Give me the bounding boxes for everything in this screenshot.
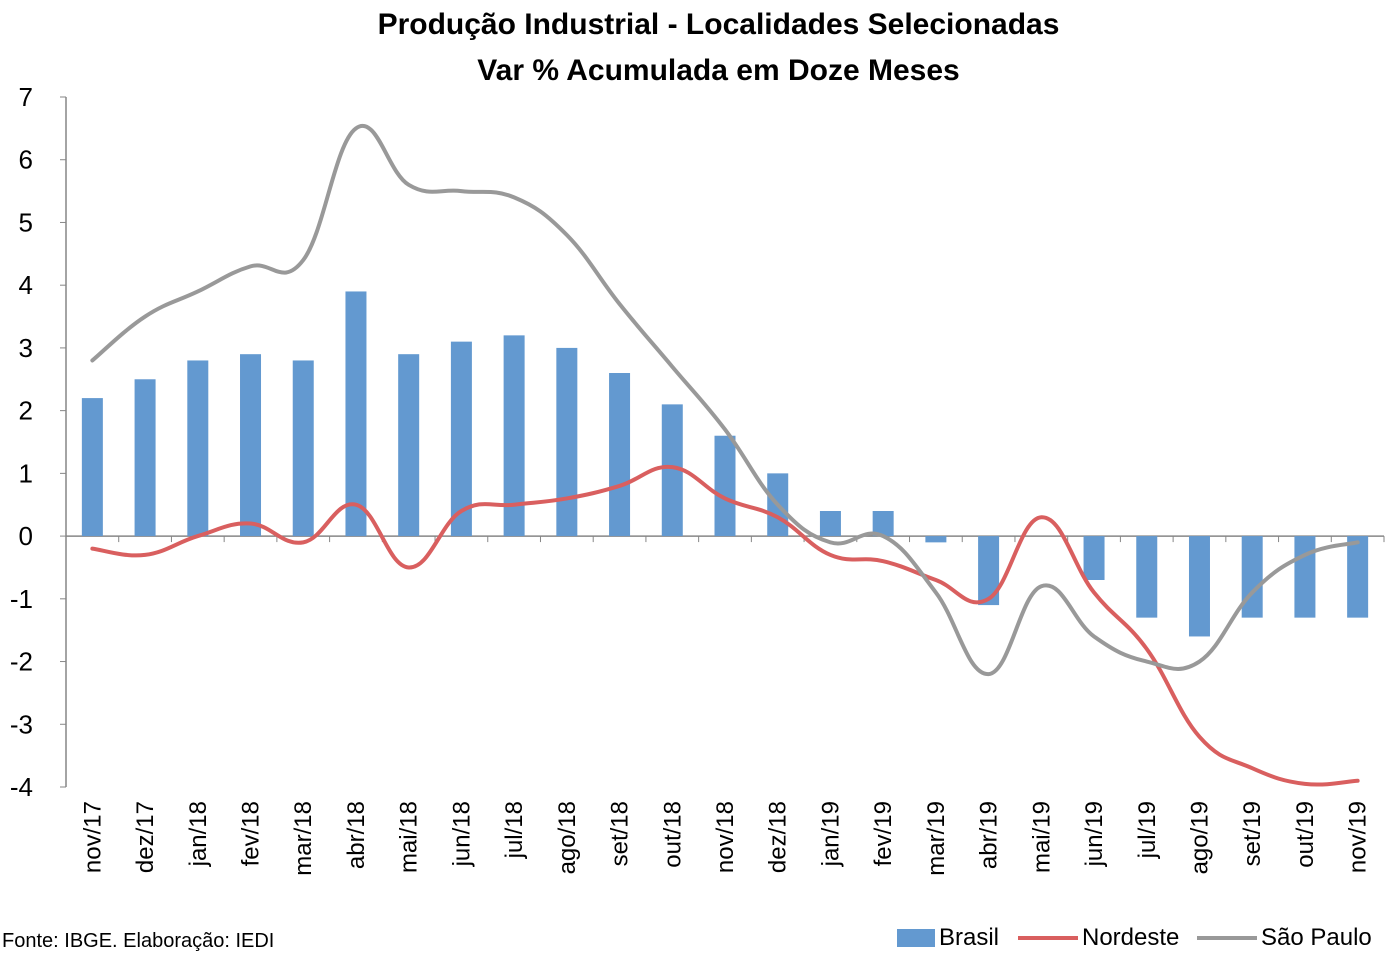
x-tick-label: mai/19 [1028, 801, 1055, 873]
bar-brasil [503, 335, 525, 537]
legend-label-sao-paulo: São Paulo [1261, 924, 1372, 951]
x-tick-label: fev/19 [870, 801, 897, 866]
bar-brasil [1136, 536, 1158, 618]
y-tick-label: -1 [10, 584, 33, 614]
bar-brasil [345, 291, 367, 537]
chart-subtitle: Var % Acumulada em Doze Meses [477, 54, 960, 87]
x-tick-label: out/18 [659, 801, 686, 868]
y-tick-label: 6 [19, 145, 33, 175]
bar-brasil [819, 511, 841, 537]
y-tick-label: 2 [19, 396, 33, 426]
source-note: Fonte: IBGE. Elaboração: IEDI [2, 930, 275, 952]
x-tick-label: jun/18 [448, 801, 475, 867]
x-tick-label: dez/17 [132, 801, 159, 873]
x-tick-label: nov/19 [1345, 801, 1372, 873]
legend-item-brasil: Brasil [897, 924, 999, 952]
x-tick-label: jun/19 [1081, 801, 1108, 867]
legend-item-nordeste: Nordeste [1018, 924, 1179, 952]
legend-item-sao-paulo: São Paulo [1197, 924, 1372, 952]
bar-brasil [1083, 536, 1105, 580]
x-tick-label: ago/19 [1186, 801, 1213, 874]
x-tick-label: jan/18 [185, 801, 212, 867]
y-tick-label: -2 [10, 647, 33, 677]
x-tick-label: set/19 [1239, 801, 1266, 866]
bar-brasil [609, 373, 631, 537]
bar-brasil [556, 347, 578, 537]
x-tick-label: mar/18 [290, 801, 317, 876]
x-tick-label: jul/18 [501, 801, 528, 859]
x-tick-label: set/18 [607, 801, 634, 866]
y-tick-label: 5 [19, 207, 33, 237]
bar-brasil [81, 398, 103, 537]
x-tick-label: ago/18 [554, 801, 581, 874]
bar-brasil [398, 354, 420, 537]
x-tick-label: mai/18 [396, 801, 423, 873]
legend-swatch-nordeste [1018, 936, 1078, 940]
bar-brasil [240, 354, 262, 537]
chart-title: Produção Industrial - Localidades Seleci… [377, 8, 1060, 41]
y-tick-label: -4 [10, 772, 33, 802]
x-tick-label: nov/18 [712, 801, 739, 873]
x-tick-label: mar/19 [923, 801, 950, 876]
bar-brasil [978, 536, 1000, 606]
bar-brasil [1294, 536, 1316, 618]
x-tick-label: out/19 [1292, 801, 1319, 868]
x-tick-label: abr/19 [976, 801, 1003, 869]
bar-brasil [1241, 536, 1263, 618]
x-tick-label: nov/17 [79, 801, 106, 873]
bar-brasil [714, 435, 736, 537]
bar-brasil [1347, 536, 1369, 618]
legend-label-nordeste: Nordeste [1082, 924, 1180, 951]
bar-brasil [292, 360, 314, 537]
bar-brasil [450, 341, 472, 537]
y-tick-label: 3 [19, 333, 33, 363]
x-tick-label: jul/19 [1134, 801, 1161, 859]
y-tick-label: 4 [19, 270, 33, 300]
y-tick-label: 0 [19, 521, 33, 551]
bar-brasil [187, 360, 209, 537]
y-tick-label: -3 [10, 709, 33, 739]
x-tick-label: abr/18 [343, 801, 370, 869]
bar-brasil [925, 536, 947, 543]
bar-brasil [134, 379, 156, 537]
bar-brasil [1188, 536, 1210, 637]
legend-swatch-brasil [897, 929, 935, 947]
bar-brasil [872, 511, 894, 537]
x-tick-label: fev/18 [238, 801, 265, 866]
bar-brasil [661, 404, 683, 537]
x-tick-label: dez/18 [765, 801, 792, 873]
x-tick-label: jan/19 [817, 801, 844, 867]
legend-label-brasil: Brasil [939, 924, 1000, 951]
y-tick-label: 1 [19, 458, 33, 488]
line-sao-paulo [90, 124, 1360, 677]
y-tick-label: 7 [19, 82, 33, 112]
legend-swatch-sao-paulo [1197, 936, 1257, 940]
